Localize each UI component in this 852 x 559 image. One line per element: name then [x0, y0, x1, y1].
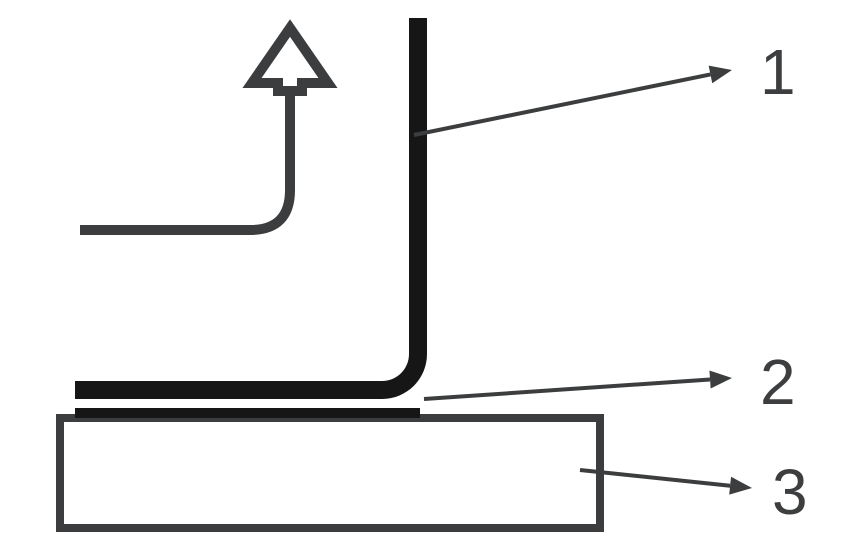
up-arrow-head	[252, 28, 328, 91]
label-3: 3	[772, 460, 808, 524]
label-1: 1	[760, 40, 796, 104]
lead-arrowhead-1	[709, 66, 732, 84]
up-arrow-shaft	[80, 70, 290, 230]
lead-arrowhead-2	[709, 371, 732, 389]
lead-line-1	[414, 74, 710, 135]
label-2: 2	[760, 350, 796, 414]
l-shape	[75, 18, 427, 399]
plate	[75, 408, 420, 418]
base-box	[60, 418, 600, 528]
lead-line-2	[424, 379, 710, 399]
lead-arrowhead-3	[729, 477, 752, 495]
